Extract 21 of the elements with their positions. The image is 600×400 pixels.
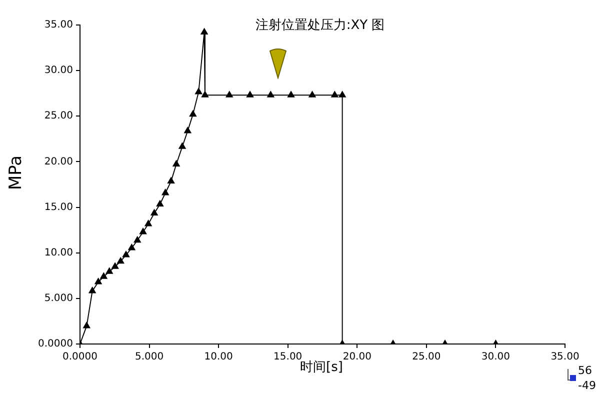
y-tick-label: 25.00 <box>44 110 73 122</box>
text: 56 <box>578 364 592 377</box>
y-tick-label: 5.000 <box>44 293 73 304</box>
y-tick-label: 0.0000 <box>38 338 73 350</box>
x-tick-label: 0.0000 <box>62 352 98 363</box>
x-tick-label: 25.00 <box>412 352 441 363</box>
y-axis-title: MPa <box>6 155 26 190</box>
x-axis-title: 时间[s] <box>300 360 343 376</box>
y-tick-label: 30.00 <box>44 65 73 76</box>
x-tick-label: 30.00 <box>481 352 510 363</box>
text: -49 <box>578 379 596 392</box>
y-tick-label: 35.00 <box>44 20 73 31</box>
x-tick-label: 10.00 <box>204 352 233 363</box>
y-tick-label: 15.00 <box>44 202 73 213</box>
chart-title: 注射位置处压力:XY 图 <box>255 18 385 33</box>
y-tick-label: 20.00 <box>44 156 73 168</box>
x-tick-label: 35.00 <box>550 352 580 363</box>
y-tick-label: 10.00 <box>44 247 73 258</box>
x-tick-label: 20.00 <box>342 352 372 363</box>
x-tick-label: 15.00 <box>274 352 302 363</box>
x-tick-label: 5.000 <box>134 352 164 363</box>
